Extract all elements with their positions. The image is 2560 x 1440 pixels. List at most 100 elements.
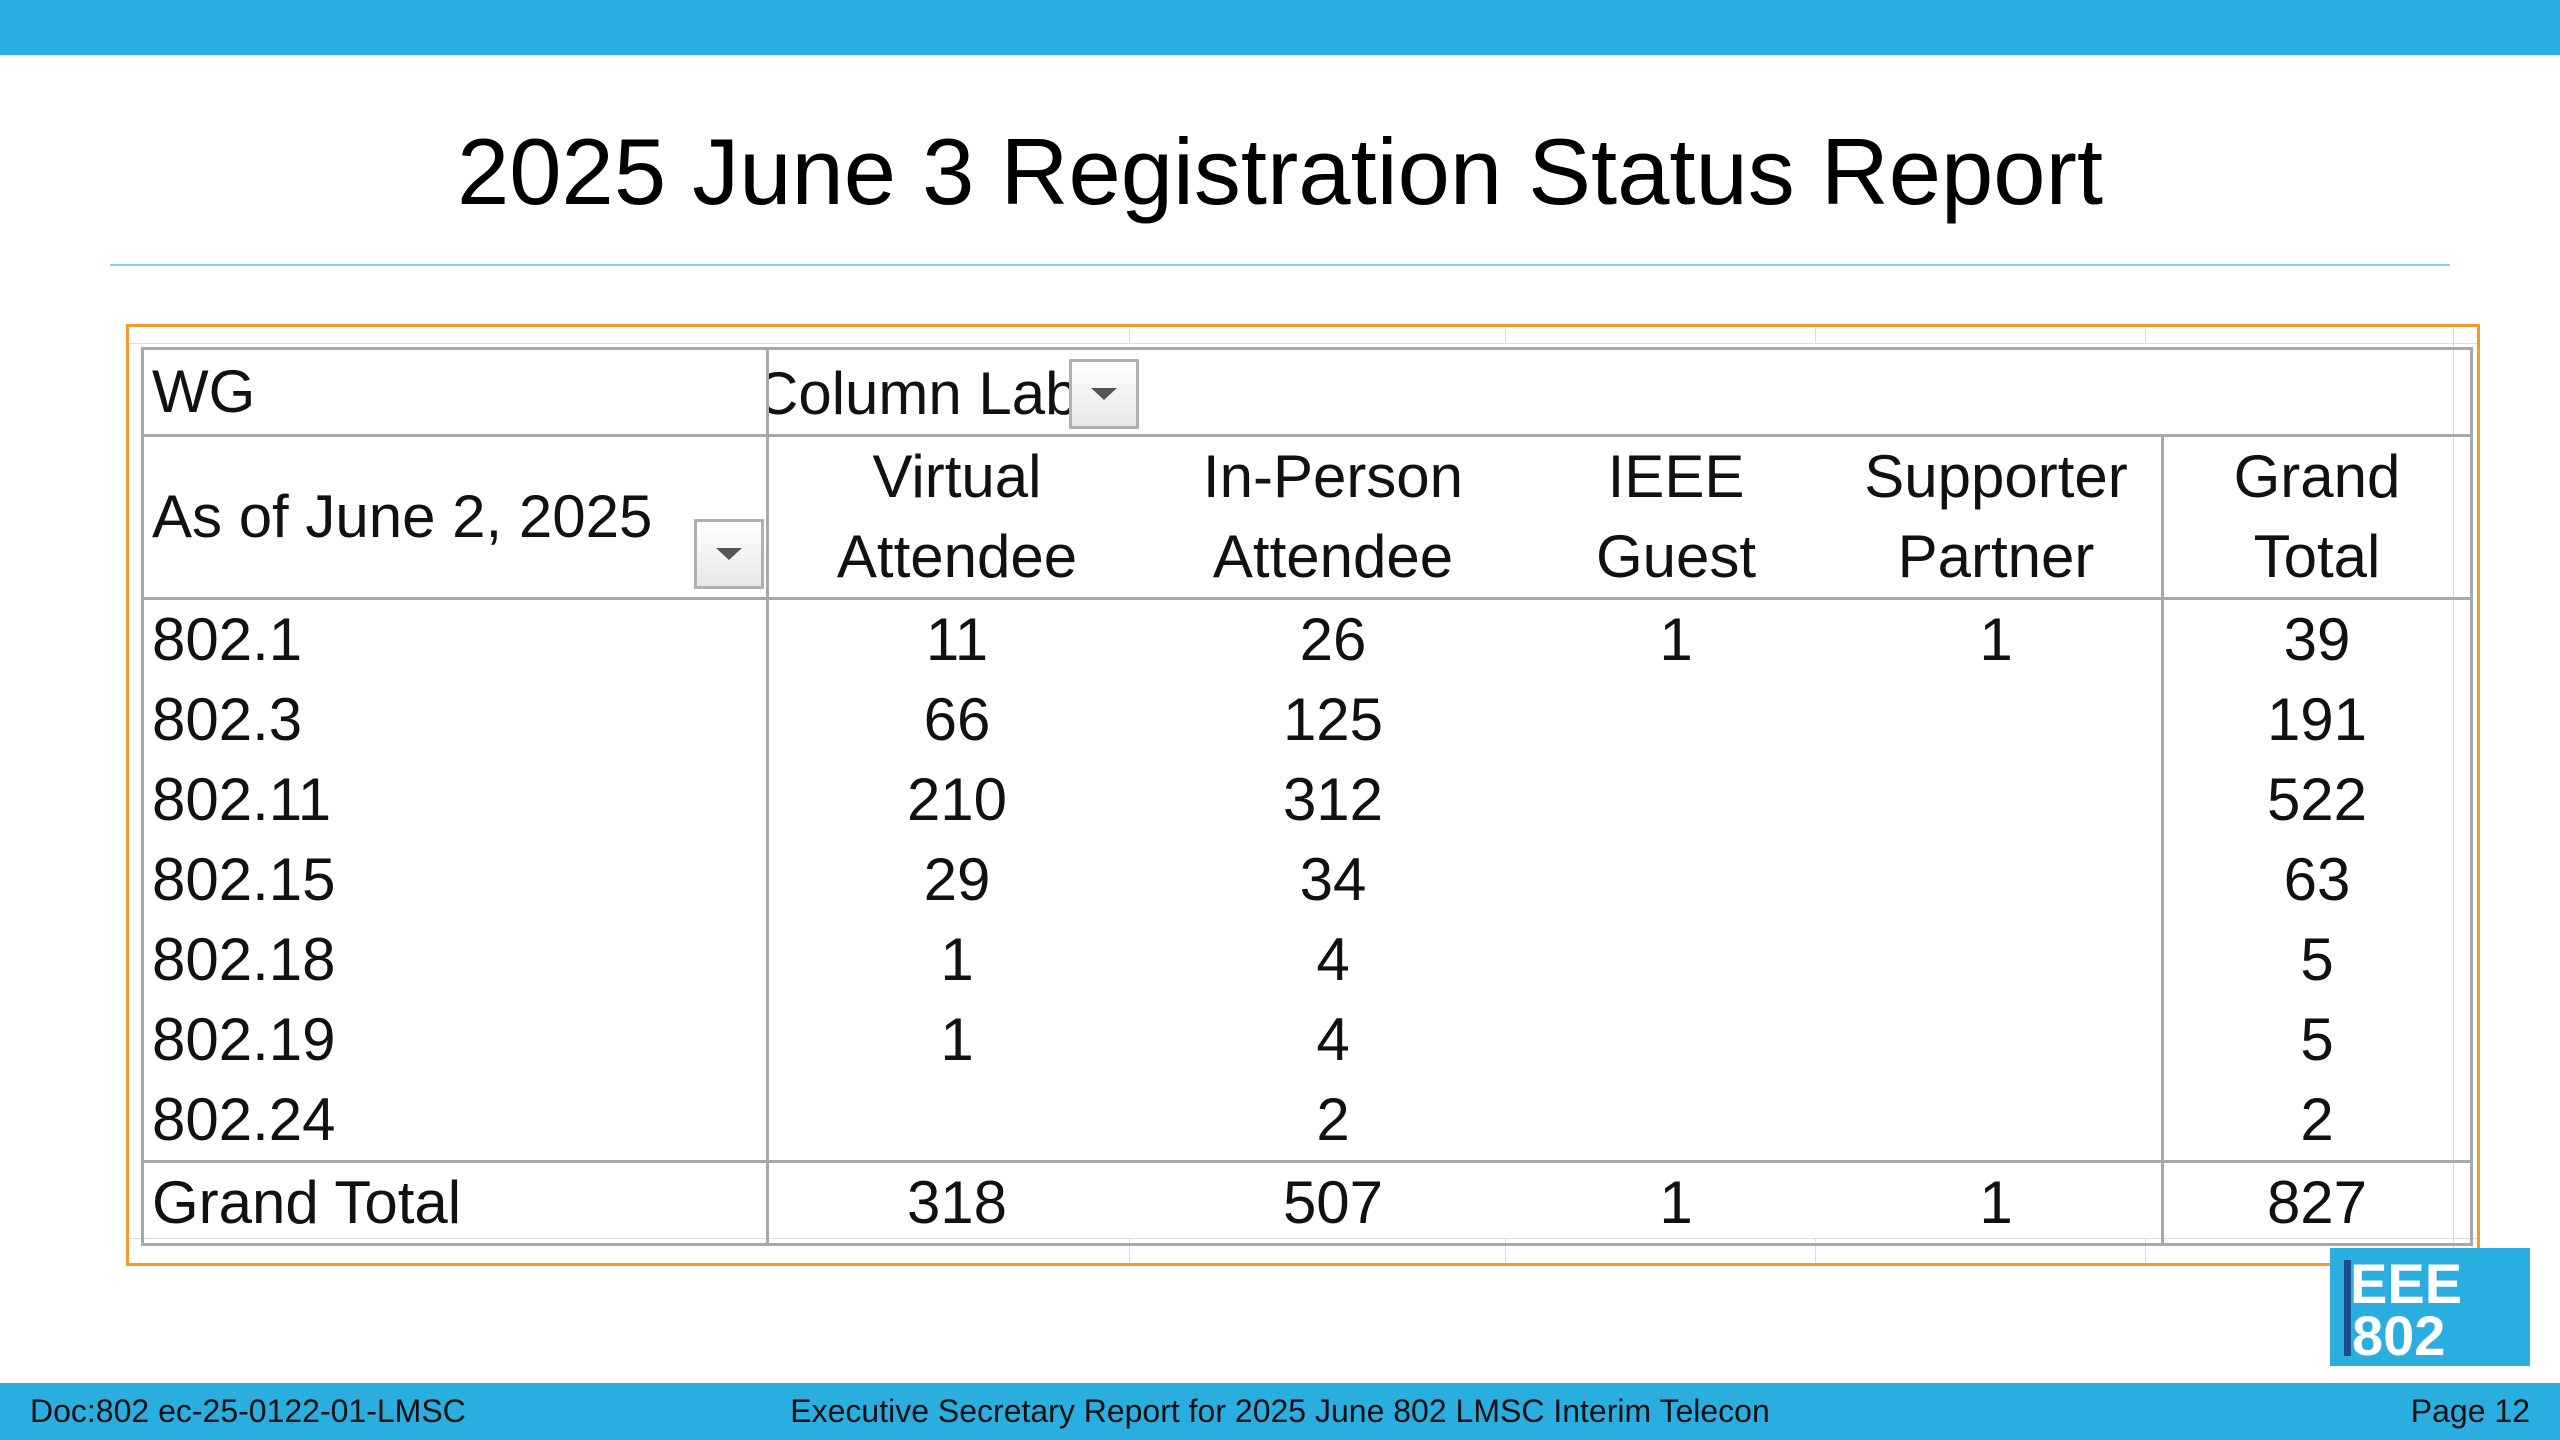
column-header-line: Total (2253, 523, 2381, 591)
cell-virtual: 1 (940, 1006, 974, 1074)
column-header-in-person: In-Person Attendee (1145, 435, 1521, 601)
cell-ieee-guest (1521, 680, 1831, 760)
column-header-line: IEEE (1607, 443, 1745, 511)
column-header-line: Partner (1897, 523, 2095, 591)
sheet-gridline (2145, 1239, 2146, 1263)
cell-supporter-partner (1831, 920, 2164, 1001)
cell-virtual: 29 (923, 846, 991, 914)
footer-bar: Executive Secretary Report for 2025 June… (0, 1383, 2560, 1440)
column-header-grand-total: Grand Total (2162, 435, 2473, 601)
corner-label: WG (141, 346, 769, 438)
cell-ieee-guest (1521, 1080, 1831, 1162)
column-header-line: Virtual (872, 443, 1042, 511)
footer-page-number: Page 12 (2410, 1393, 2530, 1429)
column-header-line: In-Person (1202, 443, 1464, 511)
cell-grand-total: 2 (2162, 1080, 2473, 1162)
grand-total-label: Grand Total (141, 1160, 769, 1247)
column-header-virtual: Virtual Attendee (767, 435, 1145, 601)
sheet-gridline (1815, 1239, 1816, 1263)
cell-in-person: 312 (1282, 766, 1384, 834)
row-field-header: As of June 2, 2025 (141, 435, 769, 601)
column-labels-text: Column Labels (769, 360, 1069, 428)
cell-virtual (768, 1080, 1146, 1162)
total-in-person: 507 (1145, 1160, 1521, 1247)
cell-in-person: 4 (1316, 1006, 1350, 1074)
cell-in-person: 4 (1316, 926, 1350, 994)
cell-ieee-guest: 1 (1659, 606, 1693, 674)
cell-ieee-guest (1521, 920, 1831, 1000)
cell-grand-total: 522 (2162, 760, 2473, 841)
cell-ieee-guest (1521, 840, 1831, 920)
table-row: 802.11 210 312 522 (141, 760, 2473, 841)
table-row: 802.1 11 26 1 1 39 (141, 598, 2473, 681)
table-row: 802.24 2 2 (141, 1080, 2473, 1162)
footer-title: Executive Secretary Report for 2025 June… (790, 1393, 1770, 1429)
cell-in-person: 26 (1299, 606, 1367, 674)
chevron-down-icon (1091, 388, 1117, 401)
row-label: 802.24 (141, 1080, 769, 1162)
table-row: 802.3 66 125 191 (141, 680, 2473, 761)
column-header-line: Supporter (1864, 443, 2128, 511)
grand-total-row: Grand Total 318 507 1 1 827 (141, 1160, 2473, 1247)
pivot-table-image: WG Column Labels As of June 2, 2025 Virt… (126, 324, 2480, 1266)
cell-ieee-guest (1521, 1000, 1831, 1080)
column-header-line: Attendee (1212, 523, 1454, 591)
chevron-down-icon (716, 548, 742, 561)
cell-supporter-partner (1831, 1000, 2164, 1081)
sheet-gridline (1505, 1239, 1506, 1263)
column-labels-filter-button[interactable] (1069, 359, 1139, 430)
title-divider (110, 264, 2450, 266)
total-grand-total: 827 (2162, 1160, 2473, 1247)
row-field-label: As of June 2, 2025 (152, 483, 653, 551)
row-label: 802.18 (141, 920, 769, 1001)
ieee-802-logo: EEE 802 (2330, 1248, 2530, 1366)
footer-doc-id: Doc:802 ec-25-0122-01-LMSC (30, 1393, 466, 1429)
total-virtual: 318 (767, 1160, 1145, 1247)
top-accent-bar (0, 0, 2560, 55)
sheet-gridline-top (129, 327, 2477, 344)
row-labels-filter-button[interactable] (694, 519, 764, 590)
sheet-gridline (1129, 1239, 1130, 1263)
cell-virtual: 1 (940, 926, 974, 994)
sheet-gridline (1815, 327, 1816, 343)
logo-text-line2: 802 (2352, 1304, 2446, 1366)
cell-grand-total: 5 (2162, 1000, 2473, 1081)
column-header-ieee-guest: IEEE Guest (1521, 435, 1831, 601)
column-labels-cell: Column Labels (767, 346, 2473, 438)
logo-bar (2344, 1260, 2351, 1356)
row-label: 802.1 (141, 598, 769, 681)
cell-supporter-partner (1831, 1080, 2164, 1162)
cell-in-person: 125 (1282, 686, 1384, 754)
cell-supporter-partner (1831, 680, 2164, 761)
column-header-line: Grand (2233, 443, 2401, 511)
row-label: 802.3 (141, 680, 769, 761)
table-row: 802.19 1 4 5 (141, 1000, 2473, 1081)
row-label: 802.11 (141, 760, 769, 841)
cell-grand-total: 191 (2162, 680, 2473, 761)
sheet-gridline (1129, 327, 1130, 343)
cell-virtual: 11 (925, 606, 989, 674)
table-row: 802.18 1 4 5 (141, 920, 2473, 1001)
pivot-table: WG Column Labels As of June 2, 2025 Virt… (141, 346, 2473, 1247)
column-header-line: Attendee (836, 523, 1078, 591)
cell-grand-total: 5 (2162, 920, 2473, 1001)
column-header-line: Guest (1595, 523, 1757, 591)
pivot-filter-row: WG Column Labels (141, 346, 2473, 438)
cell-supporter-partner (1831, 840, 2164, 921)
cell-supporter-partner: 1 (1831, 598, 2164, 681)
cell-supporter-partner (1831, 760, 2164, 841)
table-row: 802.15 29 34 63 (141, 840, 2473, 921)
total-ieee-guest: 1 (1521, 1160, 1831, 1247)
pivot-header-row: As of June 2, 2025 Virtual Attendee In-P… (141, 435, 2473, 601)
cell-ieee-guest (1521, 760, 1831, 840)
total-supporter-partner: 1 (1831, 1160, 2164, 1247)
row-label: 802.19 (141, 1000, 769, 1081)
cell-in-person: 2 (1316, 1086, 1350, 1154)
cell-in-person: 34 (1299, 846, 1367, 914)
cell-virtual: 210 (906, 766, 1008, 834)
slide-title: 2025 June 3 Registration Status Report (456, 119, 2103, 224)
sheet-gridline (2145, 327, 2146, 343)
row-label: 802.15 (141, 840, 769, 921)
cell-grand-total: 63 (2162, 840, 2473, 921)
